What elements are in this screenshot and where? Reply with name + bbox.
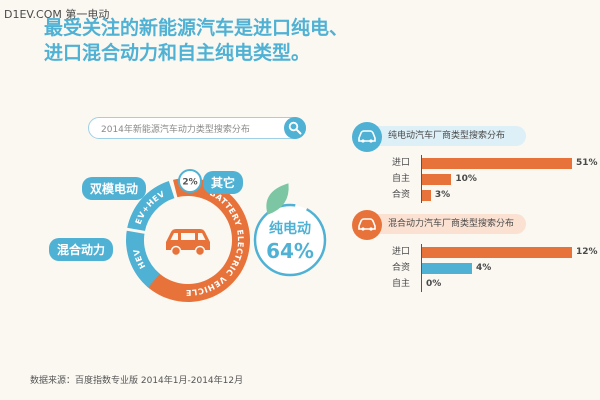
hybrid-panel-row: 自主 0% <box>392 278 600 291</box>
hybrid-panel-value-label: 0% <box>426 279 442 289</box>
page-title: 最受关注的新能源汽车是进口纯电、 进口混合动力和自主纯电类型。 <box>44 16 464 66</box>
ev-panel-value-label: 3% <box>434 190 451 200</box>
car-icon <box>358 218 376 231</box>
car-icon <box>166 229 210 257</box>
source-note: 数据来源：百度指数专业版 2014年1月-2014年12月 <box>30 376 244 386</box>
slice-other-label: 2% <box>182 178 197 188</box>
ev-callout-value: 64% <box>266 239 314 263</box>
ev-panel-axis <box>421 155 422 203</box>
legend-hybrid: 混合动力 <box>49 238 114 261</box>
search-button[interactable] <box>284 117 306 139</box>
hybrid-panel-value-label: 4% <box>476 263 492 273</box>
search-bar[interactable]: 2014年新能源汽车动力类型搜索分布 <box>88 117 306 139</box>
ev-car-badge <box>352 122 382 152</box>
hybrid-panel-category-label: 自主 <box>392 279 411 289</box>
slice-hybrid-group <box>125 181 175 288</box>
hybrid-panel-title: 混合动力汽车厂商类型搜索分布 <box>376 214 526 234</box>
ring-separator <box>124 227 147 235</box>
ev-panel-bar <box>422 174 452 185</box>
title-line-1: 最受关注的新能源汽车是进口纯电、 <box>44 17 349 39</box>
hybrid-panel-category-label: 合资 <box>392 263 411 273</box>
search-icon <box>288 121 302 135</box>
ev-panel-category-label: 合资 <box>392 190 411 200</box>
ev-panel-bar <box>422 190 431 201</box>
ev-panel-value-label: 10% <box>455 174 477 184</box>
ev-callout-label: 纯电动 <box>269 220 311 237</box>
ev-panel-row: 合资 3% <box>392 189 600 202</box>
ev-panel-category-label: 自主 <box>392 174 411 184</box>
hybrid-car-badge <box>352 210 382 240</box>
hybrid-panel-bar <box>422 263 472 274</box>
car-icon <box>358 130 376 143</box>
hybrid-panel-axis <box>421 244 422 292</box>
search-text: 2014年新能源汽车动力类型搜索分布 <box>101 125 250 135</box>
hybrid-panel-category-label: 进口 <box>392 247 411 257</box>
ev-panel-row: 进口 51% <box>392 157 600 170</box>
ev-panel-value-label: 51% <box>576 158 598 168</box>
ev-panel-bar <box>422 158 572 169</box>
legend-dual-mode: 双模电动 <box>82 177 147 200</box>
hybrid-panel-value-label: 12% <box>576 247 598 257</box>
slice-other <box>178 169 202 193</box>
ev-panel-row: 自主 10% <box>392 173 600 186</box>
slice-ev <box>146 177 251 303</box>
hybrid-panel-row: 合资 4% <box>392 262 600 275</box>
legend-other: 其它 <box>203 171 244 194</box>
title-line-2: 进口混合动力和自主纯电类型。 <box>44 42 311 64</box>
ev-panel-title: 纯电动汽车厂商类型搜索分布 <box>376 126 526 146</box>
watermark: D1EV.COM 第一电动 <box>4 8 110 21</box>
leaf-icon <box>266 183 289 215</box>
hybrid-panel-bar <box>422 247 572 258</box>
ev-panel-category-label: 进口 <box>392 158 411 168</box>
hybrid-panel-row: 进口 12% <box>392 246 600 259</box>
ev-callout-circle <box>253 203 327 277</box>
